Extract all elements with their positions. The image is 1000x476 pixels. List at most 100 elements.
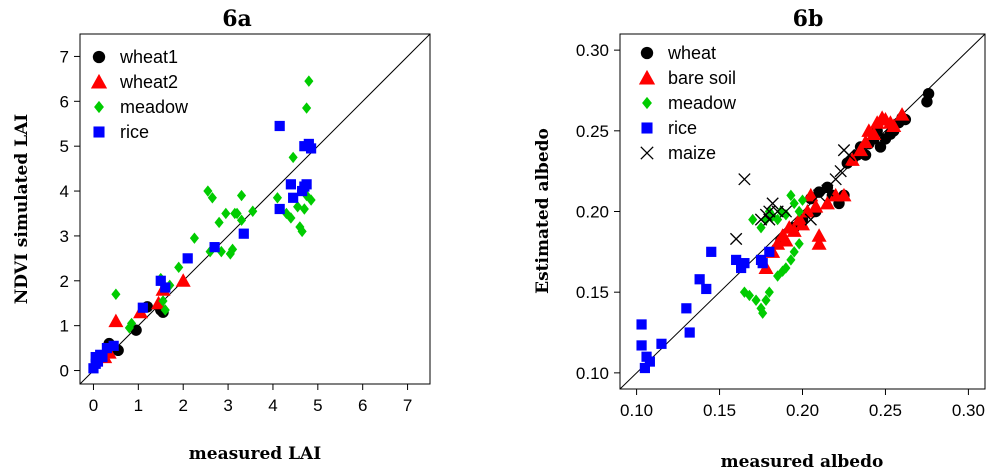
data-point-meadow — [748, 213, 758, 226]
data-point-meadow — [272, 192, 282, 204]
data-point-maize — [779, 205, 793, 218]
data-point-meadow — [221, 207, 231, 220]
data-point-rice — [137, 302, 148, 313]
data-point-rice — [288, 192, 299, 203]
data-point-bare-soil — [819, 195, 835, 210]
data-point-rice — [757, 258, 768, 269]
data-point-maize — [804, 213, 817, 226]
y-ticks-6b: 0.10 0.15 0.20 0.25 0.30 — [576, 41, 620, 383]
data-point-rice — [644, 356, 655, 367]
legend-marker-rice — [93, 126, 105, 138]
data-point-meadow — [751, 294, 761, 306]
data-point-bare-soil — [853, 142, 869, 157]
data-point-meadow — [756, 302, 766, 315]
x-tick-label: 3 — [223, 396, 232, 415]
data-point-meadow — [207, 192, 217, 204]
data-point-wheat2 — [175, 273, 191, 287]
data-point-bare-soil — [858, 134, 874, 149]
data-point-meadow — [174, 261, 184, 274]
data-point-rice — [209, 242, 220, 253]
x-tick-label: 4 — [268, 396, 277, 415]
data-point-meadow — [288, 151, 298, 164]
data-point-meadow — [236, 214, 247, 226]
data-point-bare-soil — [786, 223, 802, 237]
data-point-meadow — [111, 288, 121, 300]
data-point-meadow — [756, 221, 766, 234]
y-tick-label: 2 — [60, 272, 69, 291]
data-point-meadow — [158, 295, 168, 307]
data-point-meadow — [248, 205, 258, 217]
data-point-meadow — [306, 194, 316, 206]
points-6a — [88, 75, 317, 374]
data-point-bare-soil — [894, 107, 910, 121]
data-point-bare-soil — [836, 187, 852, 202]
legend-6a: wheat1 wheat2 meadow rice — [90, 47, 189, 142]
x-axis-label-6b: measured albedo — [721, 452, 884, 472]
data-point-meadow — [281, 207, 291, 220]
y-axis-label-6a: NDVI simulated LAI — [12, 114, 32, 305]
data-point-meadow — [232, 207, 242, 220]
legend-marker-bare-soil — [638, 69, 656, 85]
data-point-meadow — [758, 307, 768, 319]
data-point-rice — [681, 303, 692, 314]
data-point-rice — [101, 343, 113, 354]
y-tick-label: 3 — [60, 227, 69, 246]
data-point-wheat — [813, 186, 825, 198]
legend-6b: wheat bare soil meadow rice maize — [638, 43, 737, 163]
data-point-rice — [274, 120, 285, 132]
data-point-meadow — [764, 286, 774, 298]
data-point-meadow — [189, 232, 199, 244]
data-point-rice — [701, 283, 712, 295]
data-point-meadow — [786, 189, 796, 202]
legend-label-maize: maize — [668, 143, 716, 163]
x-tick-label: 7 — [403, 396, 412, 415]
data-point-meadow — [304, 75, 314, 87]
data-point-rice — [764, 246, 775, 257]
points-6b — [636, 88, 935, 374]
legend-marker-wheat2 — [90, 73, 108, 89]
data-point-rice — [639, 362, 650, 374]
legend-marker-rice — [641, 122, 653, 134]
data-point-meadow — [761, 294, 771, 306]
data-point-rice — [108, 340, 119, 351]
data-point-maize — [842, 148, 856, 162]
data-point-meadow — [236, 189, 247, 202]
data-point-rice — [238, 228, 249, 239]
legend-marker-wheat1 — [92, 50, 106, 64]
data-point-maize — [766, 197, 779, 210]
data-point-meadow — [761, 213, 771, 226]
legend-label-wheat1: wheat1 — [119, 47, 178, 67]
plot-frame-6a — [79, 33, 431, 385]
panel-6b: 6b 0.10 0.15 0.20 0.25 0.30 0.10 0.15 0.20 0.25… — [533, 6, 986, 472]
data-point-maize — [834, 164, 847, 178]
data-point-maize — [729, 232, 743, 246]
x-tick-label: 0.25 — [869, 401, 902, 420]
legend-label-meadow: meadow — [120, 97, 189, 117]
y-tick-label: 0.30 — [576, 41, 609, 60]
legend-label-rice: rice — [120, 122, 149, 142]
data-point-maize — [738, 173, 751, 186]
data-point-meadow — [302, 102, 312, 114]
y-tick-label: 4 — [60, 182, 69, 201]
data-point-rice — [706, 246, 717, 257]
y-tick-label: 0.10 — [576, 364, 609, 383]
x-ticks-6b: 0.10 0.15 0.20 0.25 0.30 — [620, 389, 985, 420]
data-point-meadow — [744, 289, 754, 302]
x-ticks-6a: 0 1 2 3 4 5 6 7 — [89, 384, 412, 415]
data-point-meadow — [794, 205, 804, 218]
y-tick-label: 0.15 — [576, 283, 609, 302]
data-point-meadow — [773, 213, 783, 226]
data-point-bare-soil — [778, 233, 794, 247]
data-point-rice — [182, 253, 193, 264]
legend-label-rice: rice — [668, 118, 697, 138]
y-tick-label: 0.25 — [576, 122, 609, 141]
data-point-meadow — [293, 201, 303, 213]
data-point-rice — [636, 340, 647, 351]
data-point-meadow — [299, 203, 309, 215]
x-tick-label: 0.15 — [703, 401, 736, 420]
legend-marker-wheat — [640, 46, 654, 60]
data-point-rice — [684, 327, 695, 338]
data-point-meadow — [160, 304, 170, 316]
data-point-rice — [656, 338, 667, 349]
